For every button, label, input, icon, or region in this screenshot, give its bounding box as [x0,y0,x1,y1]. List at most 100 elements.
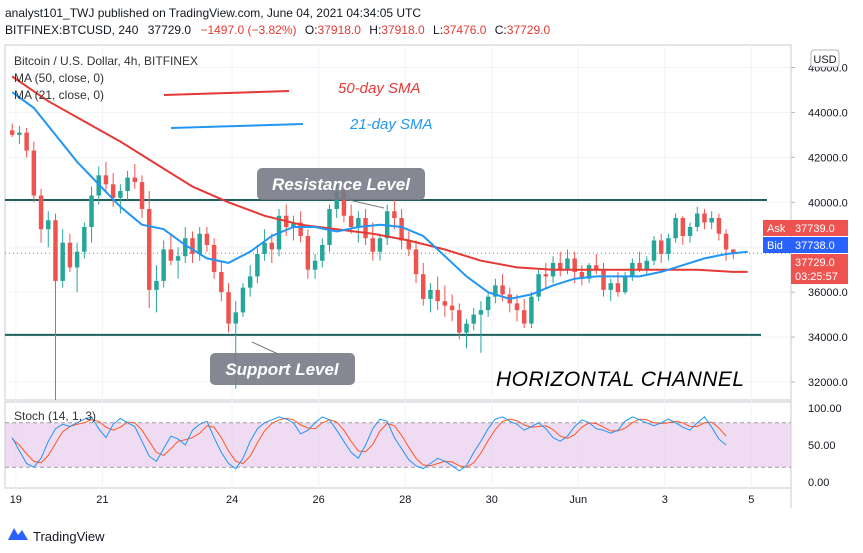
candle-down [558,251,563,277]
candle-up [428,283,433,313]
candle-down [702,209,707,230]
candle-down [579,265,585,286]
candle-body [125,177,130,192]
candle-body [255,253,260,277]
currency-badge[interactable] [810,49,840,68]
candle-up [125,170,130,201]
candle-up [608,278,613,302]
candle-down [413,240,419,284]
candle-body [139,182,145,210]
candle-body [356,218,361,227]
candle-body [60,242,65,281]
candle-body [262,242,267,254]
candle-body [543,274,549,277]
candle-down [211,238,217,279]
candle-up [586,262,592,284]
candle-body [680,218,686,236]
candle-body [298,222,303,236]
ohlc-open: 37918.0 [318,23,362,37]
candle-body [485,296,491,311]
price-tick-label: 40000.0 [808,197,848,209]
candle-body [428,289,433,299]
candle-body [565,258,570,270]
candle-body [305,235,311,270]
candle-up [312,253,318,279]
candle-body [702,213,707,223]
candle-body [658,240,664,254]
ma21-line [11,91,748,300]
legend-ma21: MA (21, close, 0) [14,88,104,102]
ohlc-close: 37729.0 [507,23,551,37]
candle-down [38,188,44,243]
candle-body [579,271,585,279]
candle-body [154,280,159,290]
tradingview-logo-icon [8,528,28,540]
candle-up [74,242,80,293]
candle-body [687,226,693,236]
candle-down [9,123,15,138]
last-price-value: 37729.0 [795,257,835,269]
candle-body [644,260,650,270]
support-label: Support Level [225,360,340,379]
candle-down [435,276,440,311]
candle-up [471,307,476,331]
candle-body [471,314,476,324]
resistance-label-box [257,168,425,200]
candle-down [457,303,462,340]
ask-tag: Ask 37739.0 [763,220,848,236]
candle-body [608,283,613,290]
last-price-tag: 37729.0 03:25:57 [791,254,848,284]
sma21-marker-line [170,123,304,129]
candle-down [716,213,722,241]
candle-body [233,312,238,324]
candle-body [211,244,217,272]
candle-up [651,235,657,266]
candle-down [190,231,195,263]
candle-down [392,200,397,230]
candle-down [521,298,527,329]
candle-down [637,251,642,272]
price-tick-label: 42000.0 [808,152,848,164]
candle-body [435,289,440,302]
candle-up [247,265,253,297]
channel-label: HORIZONTAL CHANNEL [496,368,745,391]
candle-body [723,233,729,250]
time-tick-label: Jun [569,494,587,506]
candle-down [67,233,73,272]
symbol: BITFINEX:BTCUSD, 240 [5,23,139,37]
price-pane[interactable] [4,44,792,401]
candle-body [74,251,80,268]
candle-down [139,175,145,219]
candle-body [377,238,383,252]
candle-body [695,213,700,227]
candle-down [406,231,412,257]
sma50-annotation: 50-day SMA [338,80,421,97]
sma21-annotation: 21-day SMA [349,116,433,133]
resistance-label: Resistance Level [272,175,411,194]
candle-down [269,233,275,263]
candle-up [536,269,541,302]
legend-ma50: MA (50, close, 0) [14,71,104,85]
candle-body [291,222,296,227]
candle-body [615,283,621,293]
candle-up [118,184,123,214]
price-tick-label: 36000.0 [808,287,848,299]
price-tick-label: 32000.0 [808,377,848,389]
candle-body [442,301,448,306]
support-callout-line [251,341,279,355]
candle-down [658,233,664,263]
candle-body [370,238,375,252]
bid-tag-label-bg [763,237,791,253]
candle-down [110,173,116,207]
candle-up [493,278,498,304]
candle-down [31,141,37,203]
candle-down [442,285,448,317]
tradingview-logo[interactable]: TradingView [8,528,105,544]
candle-down [132,164,138,189]
candle-down [168,233,174,266]
candle-body [168,249,174,261]
bid-tag-value: 37738.0 [795,240,835,252]
candle-up [60,229,65,288]
candle-body [161,249,166,281]
ohlc-open-key: O: [305,23,318,37]
